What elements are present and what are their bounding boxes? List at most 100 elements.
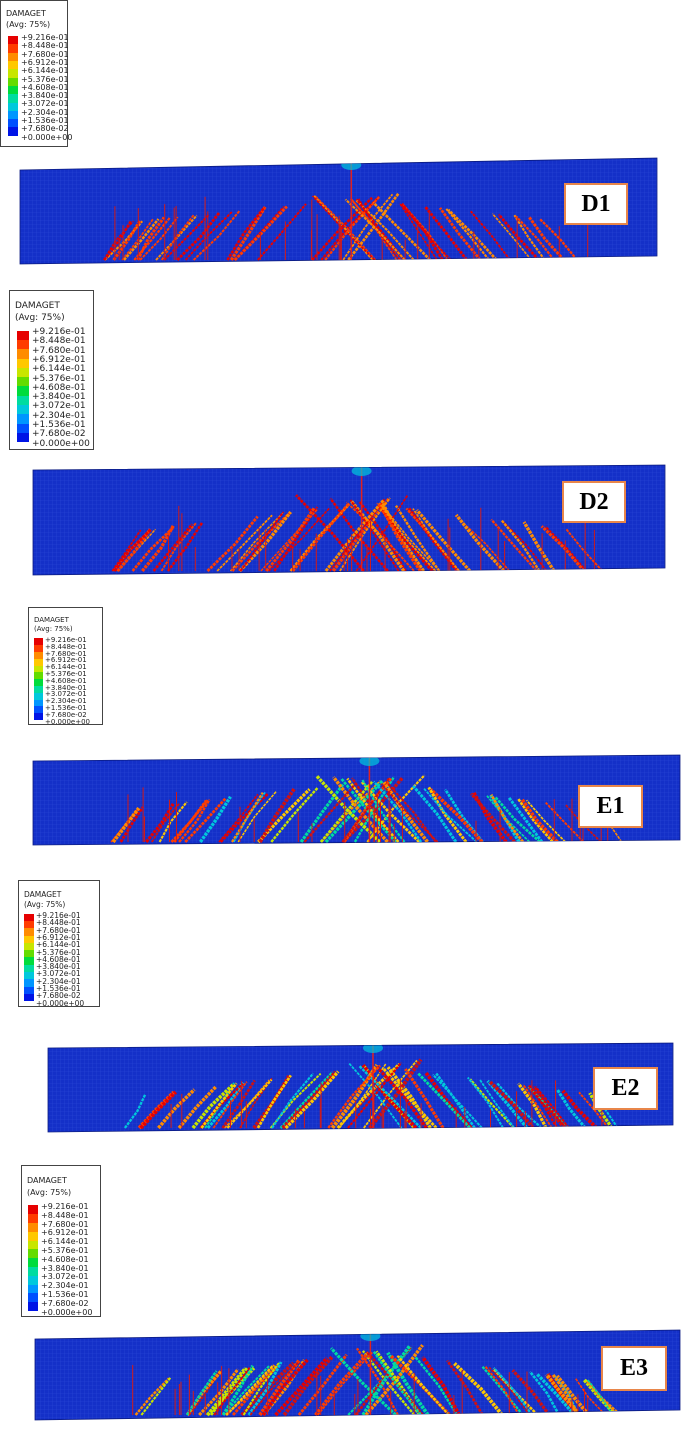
crack-pattern: [132, 1330, 621, 1417]
crack-line: [295, 494, 365, 572]
crack-line: [555, 1088, 587, 1129]
crack-line: [453, 1362, 504, 1417]
crack-line: [330, 1063, 379, 1130]
legend-subtitle: (Avg: 75%): [34, 625, 73, 633]
legend-swatch: [24, 913, 34, 921]
legend-value: +5.376e-01: [32, 373, 86, 384]
crack-line: [527, 1084, 559, 1129]
crack-line: [281, 1070, 338, 1130]
legend-value: +7.680e-02: [45, 710, 87, 719]
crack-line: [206, 1367, 246, 1416]
legend-swatch: [28, 1284, 38, 1294]
legend-value: +3.072e-01: [41, 1272, 89, 1282]
specimen-label: D2: [562, 481, 626, 523]
crack-line: [265, 507, 316, 572]
legend: DAMAGET (Avg: 75%) +9.216e-01 +8.448e-01 +…: [0, 0, 72, 147]
crack-line: [225, 1364, 276, 1416]
legend-value: +2.304e-01: [45, 697, 87, 706]
legend: DAMAGET (Avg: 75%) +9.216e-01 +8.448e-01 +…: [9, 290, 94, 450]
legend-value: +6.912e-01: [41, 1228, 89, 1238]
crack-line: [520, 798, 559, 844]
legend-title: DAMAGET: [24, 890, 62, 899]
crack-line: [407, 507, 459, 572]
crack-line: [139, 216, 179, 261]
legend-swatch: [8, 61, 18, 70]
legend-swatch: [34, 645, 43, 652]
crack-line: [218, 793, 259, 843]
legend-value: +7.680e-01: [36, 925, 81, 935]
crack-line: [327, 1064, 381, 1129]
legend-value: +3.840e-01: [32, 392, 86, 403]
crack-line: [233, 205, 288, 261]
crack-line: [177, 1085, 218, 1130]
crack-line: [361, 778, 406, 843]
beam-contour: [19, 157, 658, 265]
panel-e3: DAMAGET (Avg: 75%) +9.216e-01 +8.448e-01 +…: [0, 1165, 685, 1449]
legend-swatch: [24, 920, 34, 929]
legend-value: +1.536e-01: [36, 984, 81, 993]
legend-swatch: [8, 69, 18, 78]
legend-value: +0.000e+00: [32, 438, 90, 449]
crack-pattern: [110, 755, 623, 844]
crack-line: [166, 521, 204, 572]
legend-value: +7.680e-02: [41, 1298, 89, 1308]
legend-swatch: [28, 1249, 38, 1259]
legend-value: +4.608e-01: [45, 676, 87, 685]
crack-line: [313, 195, 374, 261]
legend-value: +0.000e+00: [36, 998, 85, 1008]
legend-swatch: [28, 1223, 38, 1232]
crack-line: [517, 1082, 548, 1129]
crack-line: [282, 1355, 334, 1417]
legend-swatch: [17, 330, 29, 340]
crack-line: [398, 202, 438, 261]
legend-swatch: [24, 979, 34, 987]
crack-line: [534, 1086, 570, 1129]
legend-value: +2.304e-01: [41, 1281, 89, 1291]
crack-line: [372, 780, 423, 843]
legend-swatch: [8, 36, 18, 45]
crack-line: [139, 1090, 178, 1130]
crack-line: [317, 1351, 374, 1416]
crack-line: [185, 1370, 218, 1416]
crack-line: [355, 495, 409, 572]
crack-line: [297, 1353, 348, 1416]
crack-line: [163, 213, 210, 261]
legend-value: +5.376e-01: [41, 1246, 89, 1255]
crack-line: [427, 786, 468, 843]
crack-line: [544, 525, 587, 572]
legend-swatch: [34, 679, 43, 686]
crack-line: [131, 526, 175, 572]
crack-line: [312, 195, 376, 261]
legend-value: +3.840e-01: [36, 962, 81, 972]
legend-swatch: [24, 986, 34, 994]
crack-line: [249, 1361, 300, 1416]
crack-line: [303, 782, 357, 843]
legend-swatch: [8, 77, 18, 86]
crack-line: [469, 1078, 515, 1129]
legend-swatch: [17, 423, 29, 433]
crack-line: [412, 508, 460, 572]
crack-line: [379, 504, 437, 572]
legend-subtitle: (Avg: 75%): [15, 313, 65, 323]
crack-line: [123, 218, 160, 261]
legend-swatch: [28, 1302, 38, 1311]
crack-line: [289, 503, 350, 572]
legend-value: +0.000e+00: [21, 132, 73, 142]
load-point-damage: [341, 160, 362, 170]
crack-line: [279, 1071, 334, 1129]
crack-line: [274, 1356, 329, 1417]
crack-line: [372, 1351, 422, 1416]
legend-swatch: [34, 713, 43, 720]
crack-line: [376, 503, 434, 573]
legend-swatch: [24, 928, 34, 936]
crack-pattern: [111, 465, 604, 573]
crack-line: [429, 788, 484, 844]
legend-subtitle: (Avg: 75%): [24, 900, 66, 909]
crack-line: [400, 202, 444, 261]
crack-line: [467, 1076, 504, 1129]
crack-line: [444, 788, 484, 843]
legend-value: +6.144e-01: [21, 66, 69, 76]
crack-line: [133, 217, 171, 261]
legend-value: +6.912e-01: [36, 932, 81, 942]
legend-swatch: [28, 1214, 38, 1223]
